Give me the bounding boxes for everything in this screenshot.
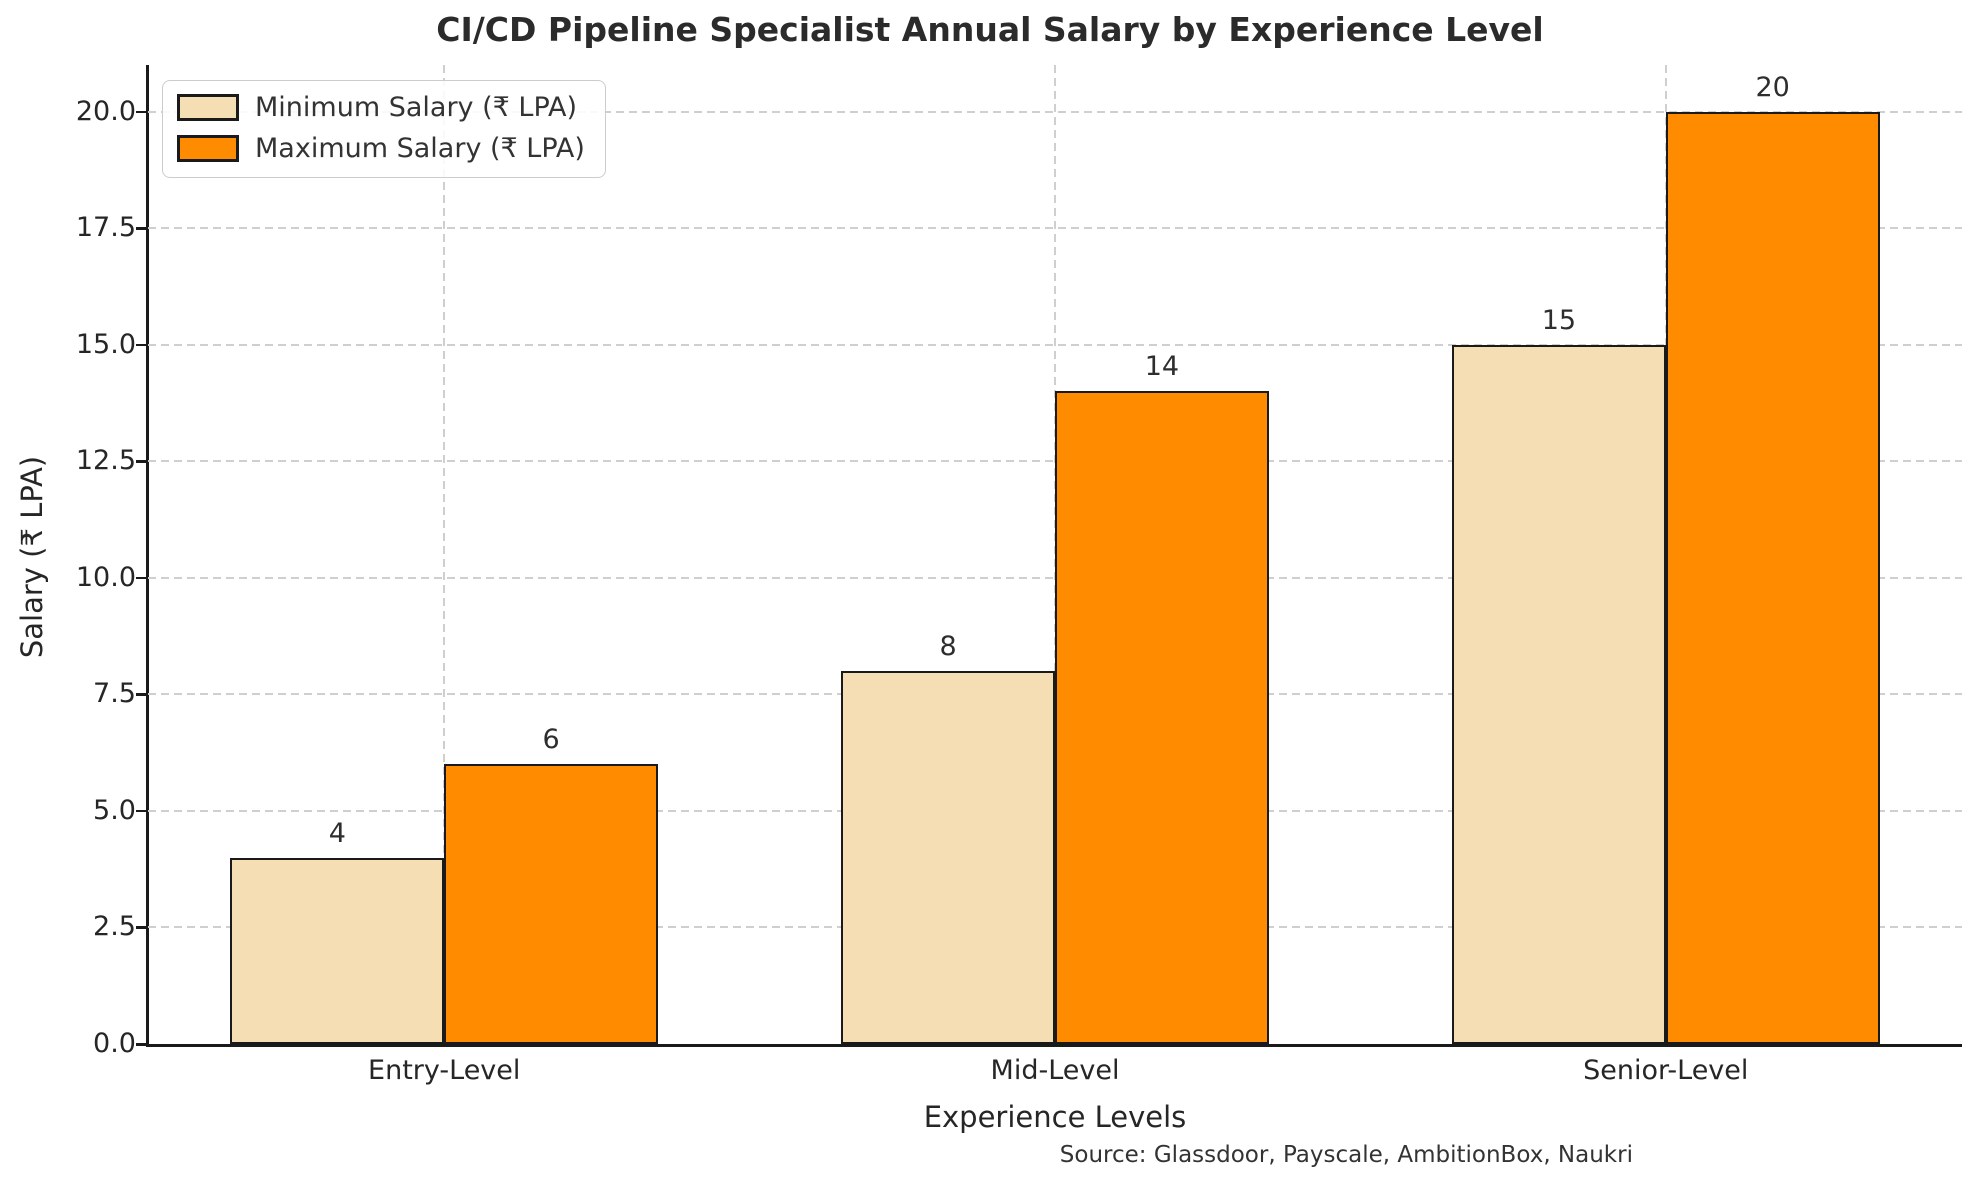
y-tick-label: 0.0 [93,1028,136,1059]
y-tick-mark [136,227,147,230]
bar-min-mid-level [841,671,1055,1044]
y-tick-mark [136,576,147,580]
y-tick-mark [136,926,147,929]
legend-swatch-minimum [177,94,239,121]
chart-title: CI/CD Pipeline Specialist Annual Salary … [436,10,1544,49]
x-tick-label-senior-level: Senior-Level [1583,1055,1749,1086]
plot-area: Minimum Salary (₹ LPA) Maximum Salary (₹… [148,65,1962,1044]
legend-entry-maximum: Maximum Salary (₹ LPA) [177,132,585,165]
x-axis-label: Experience Levels [923,1100,1187,1134]
bar-min-entry-level [230,857,445,1044]
bar-value-label: 14 [1144,351,1180,383]
bar-max-mid-level [1055,391,1269,1044]
bar-value-label: 4 [328,817,346,849]
bar-value-label: 20 [1755,71,1790,103]
legend-entry-minimum: Minimum Salary (₹ LPA) [177,91,585,124]
source-note: Source: Glassdoor, Payscale, AmbitionBox… [1059,1142,1633,1168]
x-tick-label-mid-level: Mid-Level [990,1055,1120,1086]
y-tick-mark [136,809,147,813]
bar-value-label: 15 [1541,304,1577,336]
bar-max-senior-level [1665,111,1880,1044]
y-tick-label: 20.0 [75,95,136,127]
legend-label-maximum: Maximum Salary (₹ LPA) [255,133,585,164]
bar-max-entry-level [444,764,658,1044]
y-tick-label: 15.0 [75,328,136,360]
y-tick-mark [136,460,147,463]
y-tick-label: 17.5 [75,212,136,244]
bar-value-label: 6 [542,724,560,756]
x-tick-label-entry-level: Entry-Level [368,1055,521,1086]
y-tick-mark [136,110,147,114]
y-tick-label: 2.5 [93,911,136,943]
y-tick-label: 12.5 [75,445,136,477]
y-tick-label: 7.5 [93,678,136,710]
bar-min-senior-level [1452,344,1666,1044]
y-axis-spine [146,65,149,1047]
y-tick-mark [136,1043,147,1046]
legend-swatch-maximum [177,135,239,162]
legend-label-minimum: Minimum Salary (₹ LPA) [255,92,577,123]
y-tick-label: 10.0 [75,561,136,593]
bar-value-label: 8 [939,631,957,663]
legend: Minimum Salary (₹ LPA) Maximum Salary (₹… [162,80,606,178]
y-tick-mark [136,693,147,696]
y-tick-label: 5.0 [93,794,136,826]
x-gridline [443,65,446,1044]
x-axis-spine [146,1044,1962,1047]
y-axis-label: Salary (₹ LPA) [15,455,49,659]
y-tick-mark [136,343,147,347]
